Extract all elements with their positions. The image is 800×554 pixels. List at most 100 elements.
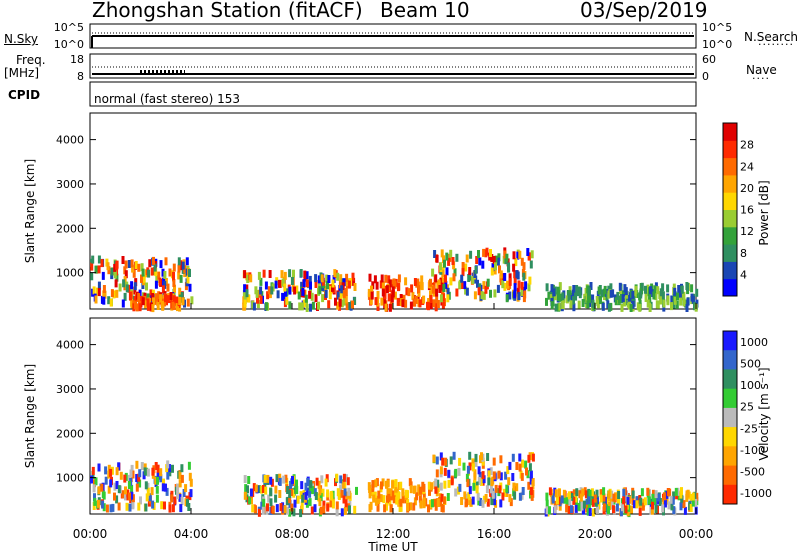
echo-cell	[104, 476, 108, 485]
echo-cell	[501, 280, 505, 289]
echo-cell	[661, 504, 665, 513]
echo-cell	[518, 250, 522, 259]
echo-cell	[505, 253, 509, 262]
echo-cell	[125, 284, 129, 293]
echo-cell	[572, 296, 575, 305]
echo-cell	[516, 271, 520, 280]
echo-cell	[545, 283, 549, 292]
echo-cell	[243, 491, 247, 500]
echo-cell	[348, 497, 352, 506]
echo-cell	[306, 478, 310, 486]
nsearch-tick-bottom: 10^0	[702, 38, 732, 51]
echo-cell	[399, 503, 403, 512]
echo-cell	[382, 495, 386, 504]
echo-cell	[164, 483, 167, 492]
echo-cell	[627, 295, 631, 303]
echo-cell	[489, 289, 492, 298]
echo-cell	[134, 278, 138, 287]
echo-cell	[288, 499, 292, 508]
echo-cell	[121, 490, 125, 499]
nave-tick-bottom: 0	[702, 70, 709, 83]
echo-cell	[142, 274, 146, 283]
echo-cell	[682, 500, 686, 509]
time-axis-label: Time UT	[367, 540, 418, 554]
echo-cell	[329, 491, 333, 499]
echo-cell	[97, 255, 101, 264]
echo-cell	[623, 298, 626, 307]
echo-cell	[572, 285, 576, 293]
echo-cell	[608, 502, 612, 510]
echo-cell	[579, 493, 583, 502]
echo-cell	[274, 485, 278, 494]
echo-cell	[176, 491, 180, 500]
echo-cell	[691, 498, 695, 507]
echo-cell	[565, 497, 569, 506]
colorbar-tick-label: -1000	[740, 487, 772, 500]
echo-cell	[476, 279, 479, 288]
echo-cell	[572, 489, 576, 498]
echo-cell	[433, 498, 437, 507]
echo-cell	[439, 497, 443, 506]
colorbar-tick-label: -500	[740, 466, 765, 479]
echo-cell	[283, 271, 287, 280]
echo-cell	[303, 270, 307, 279]
echo-cell	[631, 490, 635, 499]
echo-cell	[429, 278, 432, 287]
echo-cell	[652, 291, 656, 300]
echo-cell	[344, 499, 348, 508]
echo-cell	[392, 278, 396, 287]
echo-cell	[160, 501, 164, 510]
echo-cell	[336, 272, 340, 281]
echo-cell	[341, 480, 345, 489]
echo-cell	[499, 499, 503, 508]
echo-cell	[159, 294, 163, 303]
echo-cell	[492, 457, 496, 466]
echo-cell	[497, 253, 501, 262]
echo-cell	[351, 300, 354, 309]
echo-cell	[479, 498, 483, 506]
echo-cell	[178, 493, 182, 502]
echo-cell	[651, 501, 654, 510]
echo-cell	[603, 285, 607, 294]
echo-cell	[466, 465, 470, 474]
colorbar-frame	[722, 330, 738, 505]
echo-cell	[409, 301, 413, 310]
echo-cell	[428, 487, 431, 496]
echo-cell	[570, 493, 574, 501]
echo-cell	[381, 478, 385, 487]
echo-cell	[599, 296, 602, 305]
echo-cell	[520, 281, 524, 290]
echo-cell	[694, 498, 698, 507]
echo-cell	[155, 494, 159, 503]
echo-cell	[607, 506, 610, 515]
echo-cell	[243, 284, 247, 293]
echo-cell	[582, 500, 586, 509]
echo-cell	[310, 292, 314, 301]
echo-cell	[319, 493, 323, 502]
echo-cell	[480, 452, 483, 461]
echo-cell	[332, 275, 336, 283]
echo-cell	[518, 453, 522, 462]
echo-cell	[130, 484, 134, 493]
echo-cell	[292, 489, 296, 498]
echo-cell	[435, 288, 439, 297]
echo-cell	[281, 502, 285, 511]
echo-cell	[646, 487, 650, 496]
echo-cell	[166, 471, 170, 480]
echo-cell	[518, 492, 522, 501]
echo-cell	[245, 284, 249, 293]
echo-cell	[264, 281, 268, 290]
echo-cell	[465, 498, 469, 507]
echo-cell	[376, 303, 380, 311]
echo-cell	[392, 495, 396, 504]
echo-cell	[596, 300, 600, 309]
echo-cell	[251, 300, 255, 309]
echo-cell	[110, 466, 114, 475]
echo-cell	[314, 274, 318, 283]
echo-cell	[432, 299, 436, 308]
echo-cell	[298, 302, 302, 311]
echo-cell	[555, 496, 559, 505]
echo-cell	[654, 292, 658, 301]
echo-cell	[586, 507, 590, 516]
